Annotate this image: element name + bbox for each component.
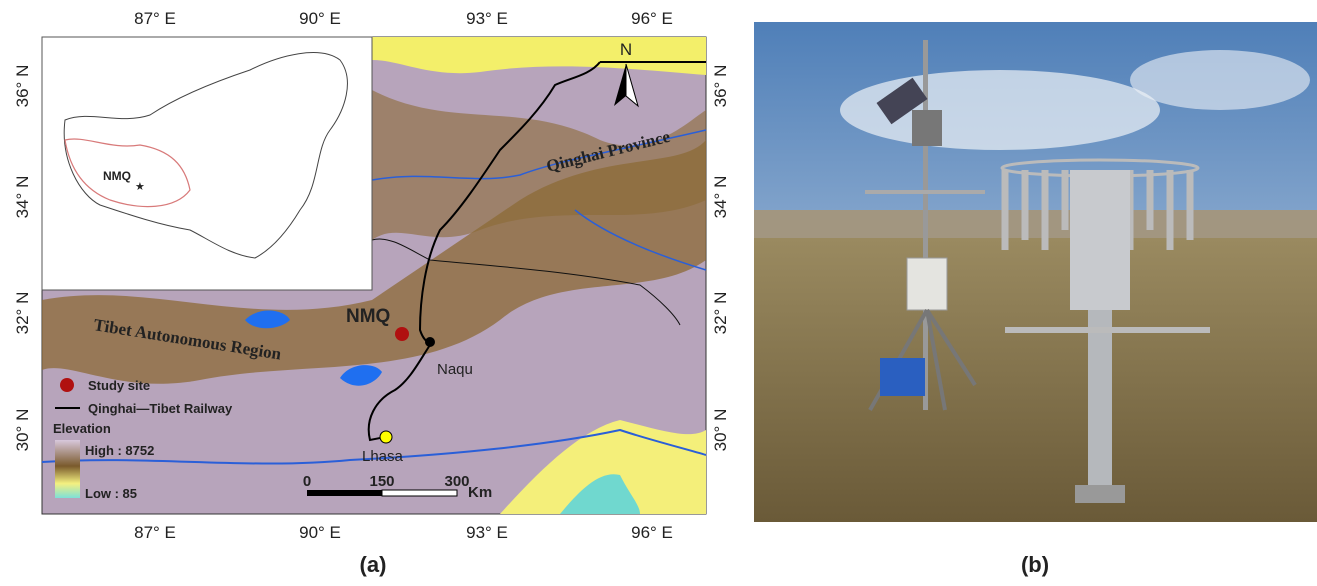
longitude-label: 87° E	[134, 9, 176, 28]
scale-label: 0	[303, 473, 311, 490]
latitude-label: 32° N	[13, 292, 32, 335]
latitude-label: 30° N	[711, 409, 730, 452]
legend-label: Study site	[88, 378, 150, 393]
longitude-label: 96° E	[631, 9, 673, 28]
panel-caption: (a)	[360, 552, 387, 577]
study-site	[395, 327, 409, 341]
gauge-base	[1075, 485, 1125, 503]
city-label: Naqu	[437, 361, 473, 378]
figure: ★ NMQ N Qinghai Province Tibet Autonomou…	[0, 0, 1317, 581]
panel-caption: (b)	[1021, 552, 1049, 577]
legend-label: Qinghai—Tibet Railway	[88, 401, 233, 416]
container	[880, 358, 925, 396]
inset-map	[42, 37, 372, 290]
legend-elevation-ramp	[55, 440, 80, 498]
inset-label: NMQ	[103, 169, 131, 183]
logger-box	[907, 258, 947, 310]
rain-gauge	[1070, 170, 1130, 310]
frame-bar	[1005, 327, 1210, 333]
cloud	[1130, 50, 1310, 110]
legend-label: High : 8752	[85, 443, 154, 458]
latitude-label: 32° N	[711, 292, 730, 335]
sensor-arm	[865, 190, 985, 194]
latitude-label: 34° N	[13, 176, 32, 219]
latitude-label: 34° N	[711, 176, 730, 219]
longitude-label: 87° E	[134, 523, 176, 542]
legend-site-symbol	[60, 378, 74, 392]
gauge-post	[1088, 310, 1112, 490]
latitude-label: 30° N	[13, 409, 32, 452]
scale-label: 150	[369, 473, 394, 490]
latitude-label: 36° N	[13, 65, 32, 108]
longitude-label: 90° E	[299, 523, 341, 542]
scale-bar	[382, 490, 457, 496]
north-label: N	[620, 40, 632, 59]
latitude-label: 36° N	[711, 65, 730, 108]
longitude-label: 96° E	[631, 523, 673, 542]
legend-title: Elevation	[53, 421, 111, 436]
longitude-label: 93° E	[466, 9, 508, 28]
map-panel: ★ NMQ N Qinghai Province Tibet Autonomou…	[13, 9, 730, 577]
city-marker	[380, 431, 392, 443]
scale-bar	[307, 490, 382, 496]
scale-unit: Km	[468, 484, 492, 501]
longitude-label: 90° E	[299, 9, 341, 28]
longitude-label: 93° E	[466, 523, 508, 542]
site-label: NMQ	[346, 306, 390, 327]
legend-label: Low : 85	[85, 486, 137, 501]
sensor-box	[912, 110, 942, 146]
scale-label: 300	[444, 473, 469, 490]
city-marker	[425, 337, 435, 347]
ground	[754, 238, 1317, 522]
photo-panel: (b)	[754, 22, 1317, 577]
inset-site-marker: ★	[135, 181, 145, 193]
city-label: Lhasa	[362, 448, 404, 465]
wall	[754, 210, 1317, 242]
